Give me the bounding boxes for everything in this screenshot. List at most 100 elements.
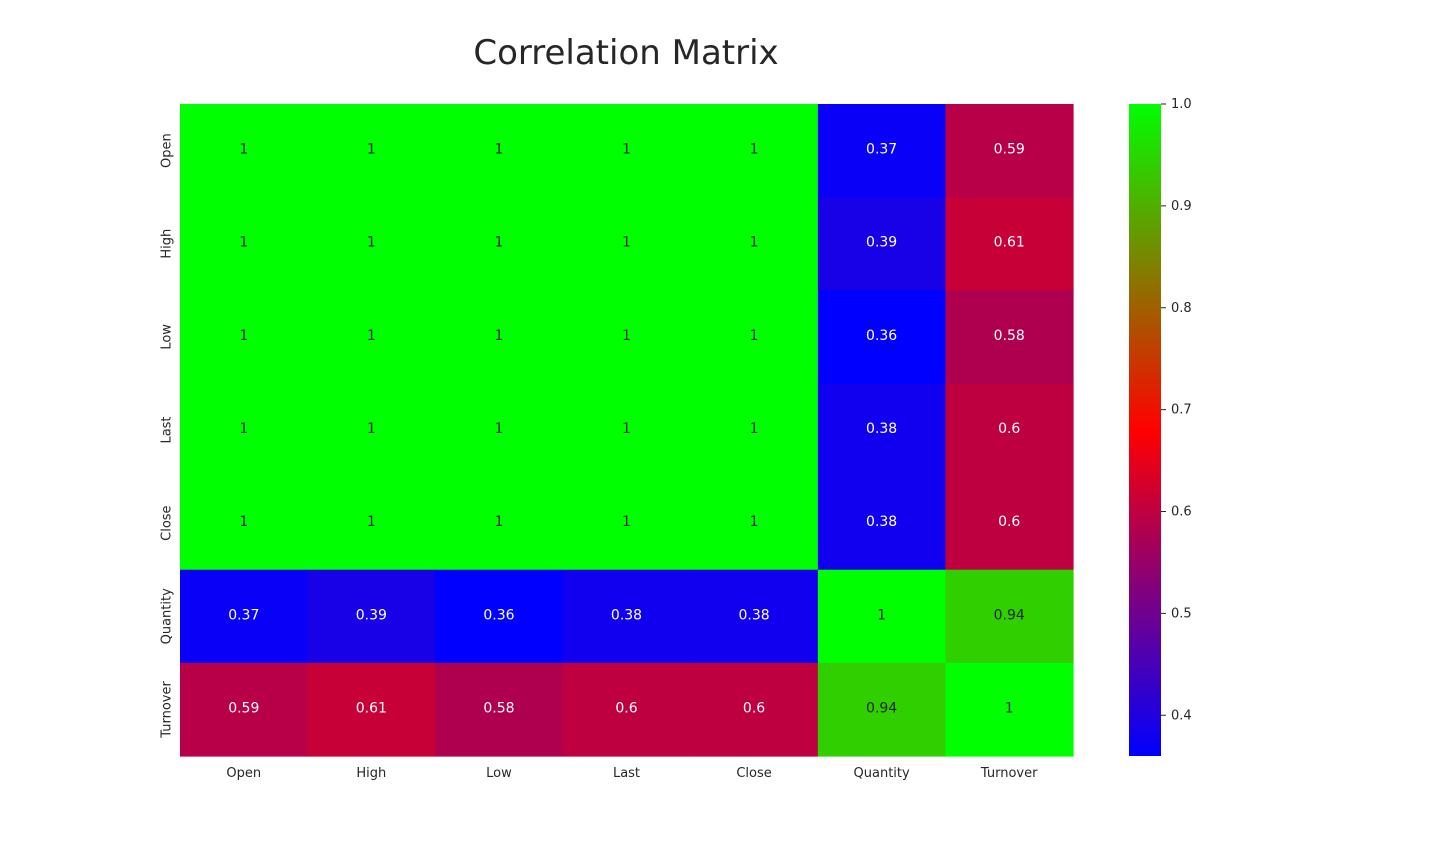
cell-annotation: 1	[494, 142, 503, 158]
heatmap-cell	[690, 476, 819, 571]
heatmap-cell	[817, 569, 947, 664]
colorbar-tick-label: 0.5	[1171, 606, 1192, 621]
y-tick-label: Quantity	[160, 588, 175, 644]
heatmap-cell	[817, 662, 947, 757]
colorbar-gradient	[1129, 104, 1161, 756]
heatmap-cell	[307, 104, 436, 198]
heatmap-cell	[180, 662, 309, 757]
heatmap-cell	[945, 569, 1074, 664]
cell-annotation: 0.6	[998, 514, 1020, 530]
cell-annotation: 0.38	[866, 514, 897, 530]
colorbar-tick-label: 0.7	[1171, 403, 1192, 418]
cell-annotation: 0.58	[994, 328, 1025, 344]
x-tick-label: Close	[736, 766, 771, 781]
heatmap-cell	[307, 290, 436, 385]
heatmap-cell	[180, 569, 309, 664]
heatmap-cell	[307, 569, 436, 664]
heatmap-cell	[562, 104, 691, 198]
heatmap-cell	[435, 662, 564, 757]
y-axis-tick-labels: Open High Low Last Close Quantity Turnover	[160, 133, 175, 739]
x-tick-label: Quantity	[854, 766, 910, 781]
y-tick-label: High	[160, 229, 175, 259]
colorbar-tick-label: 0.6	[1171, 505, 1192, 520]
cell-annotation: 0.6	[743, 700, 765, 716]
cell-annotations: 1 1 1 1 1 0.37 0.591 1 1 1 1 0.39 0.611 1 1 1 1 0.36 0.581…	[228, 142, 1025, 717]
heatmap-cell	[435, 104, 564, 198]
cell-annotation: 1	[622, 514, 631, 530]
cell-annotation: 0.37	[866, 142, 897, 158]
heatmap-cell	[945, 383, 1074, 478]
cell-annotation: 0.58	[483, 700, 514, 716]
heatmap-cell	[817, 104, 947, 198]
heatmap-cell	[307, 197, 436, 291]
y-tick-label: Open	[160, 133, 175, 168]
cell-annotation: 1	[622, 421, 631, 437]
heatmap-cell	[945, 197, 1074, 291]
heatmap-cell	[690, 662, 819, 757]
cell-annotation: 0.39	[356, 607, 387, 623]
heatmap-cell	[180, 383, 309, 478]
heatmap-cell	[945, 104, 1074, 198]
heatmap-cell	[817, 476, 947, 571]
heatmap-cells	[180, 104, 1074, 757]
cell-annotation: 1	[877, 607, 886, 623]
heatmap-cell	[307, 476, 436, 571]
cell-annotation: 0.6	[998, 421, 1020, 437]
cell-annotation: 1	[622, 328, 631, 344]
heatmap-cell	[945, 662, 1074, 757]
heatmap-cell	[435, 290, 564, 385]
heatmap-cell	[180, 104, 309, 198]
cell-annotation: 0.36	[483, 607, 514, 623]
cell-annotation: 1	[239, 328, 248, 344]
cell-annotation: 1	[367, 328, 376, 344]
x-tick-label: Last	[613, 766, 640, 781]
cell-annotation: 0.59	[994, 142, 1025, 158]
x-axis-tick-labels: Open High Low Last Close Quantity Turnover	[226, 766, 1038, 781]
colorbar-tick-label: 1.0	[1171, 97, 1192, 112]
cell-annotation: 0.61	[994, 235, 1025, 251]
cell-annotation: 0.36	[866, 328, 897, 344]
heatmap-cell	[690, 197, 819, 291]
y-tick-label: Close	[160, 505, 175, 540]
heatmap-cell	[562, 290, 691, 385]
cell-annotation: 1	[494, 328, 503, 344]
heatmap-cell	[690, 569, 819, 664]
cell-annotation: 1	[367, 235, 376, 251]
cell-annotation: 0.59	[228, 700, 259, 716]
cell-annotation: 1	[622, 142, 631, 158]
heatmap-cell	[945, 476, 1074, 571]
cell-annotation: 1	[750, 421, 759, 437]
cell-annotation: 1	[494, 514, 503, 530]
colorbar-tick-label: 0.9	[1171, 199, 1192, 214]
cell-annotation: 1	[239, 235, 248, 251]
cell-annotation: 1	[750, 235, 759, 251]
cell-annotation: 1	[239, 142, 248, 158]
heatmap-cell	[690, 383, 819, 478]
heatmap-cell	[817, 383, 947, 478]
cell-annotation: 1	[239, 421, 248, 437]
cell-annotation: 1	[367, 421, 376, 437]
heatmap-cell	[945, 290, 1074, 385]
heatmap-cell	[562, 569, 691, 664]
heatmap-cell	[562, 197, 691, 291]
y-tick-label: Turnover	[160, 681, 175, 739]
cell-annotation: 1	[367, 142, 376, 158]
heatmap-cell	[817, 197, 947, 291]
cell-annotation: 1	[750, 328, 759, 344]
heatmap-cell	[435, 383, 564, 478]
y-tick-label: Last	[160, 416, 175, 443]
x-tick-label: Low	[486, 766, 512, 781]
y-tick-label: Low	[160, 324, 175, 350]
cell-annotation: 1	[1005, 700, 1014, 716]
cell-annotation: 1	[750, 142, 759, 158]
colorbar-tick-label: 0.8	[1171, 301, 1192, 316]
heatmap-cell	[817, 290, 947, 385]
heatmap-cell	[307, 383, 436, 478]
cell-annotation: 0.6	[615, 700, 637, 716]
cell-annotation: 1	[367, 514, 376, 530]
cell-annotation: 0.94	[994, 607, 1025, 623]
cell-annotation: 0.39	[866, 235, 897, 251]
chart-title: Correlation Matrix	[473, 33, 778, 73]
heatmap-cell	[307, 662, 436, 757]
cell-annotation: 0.94	[866, 700, 897, 716]
